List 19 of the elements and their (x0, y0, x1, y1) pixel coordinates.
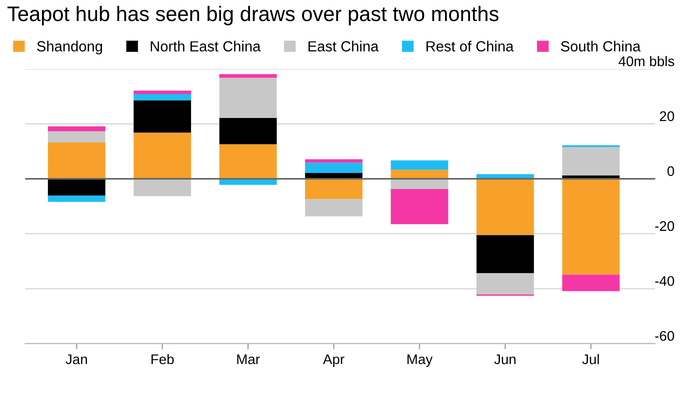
legend-label: South China (561, 40, 641, 52)
legend-label: East China (308, 40, 379, 52)
x-tick-label: May (408, 354, 433, 367)
legend-label: Shandong (37, 40, 102, 54)
x-tick-label: Jan (66, 354, 87, 364)
chart-title: Teapot hub has seen big draws over past two months (7, 6, 498, 26)
y-tick-label: -40 (655, 276, 674, 286)
x-tick-label: Jul (582, 354, 599, 364)
x-tick-label: Apr (322, 354, 344, 367)
x-tick-label: Feb (152, 354, 174, 364)
x-tick-label: Mar (237, 354, 260, 364)
x-tick-label: Jun (494, 354, 516, 364)
y-tick-label: 0 (667, 166, 674, 176)
legend-label: Rest of China (426, 40, 514, 52)
y-tick-label: -60 (655, 330, 674, 341)
y-tick-label: 20 (660, 111, 674, 122)
legend-label: North East China (150, 40, 261, 52)
y-tick-label: -20 (655, 221, 674, 231)
y-tick-label: 40m bbls (618, 56, 674, 66)
